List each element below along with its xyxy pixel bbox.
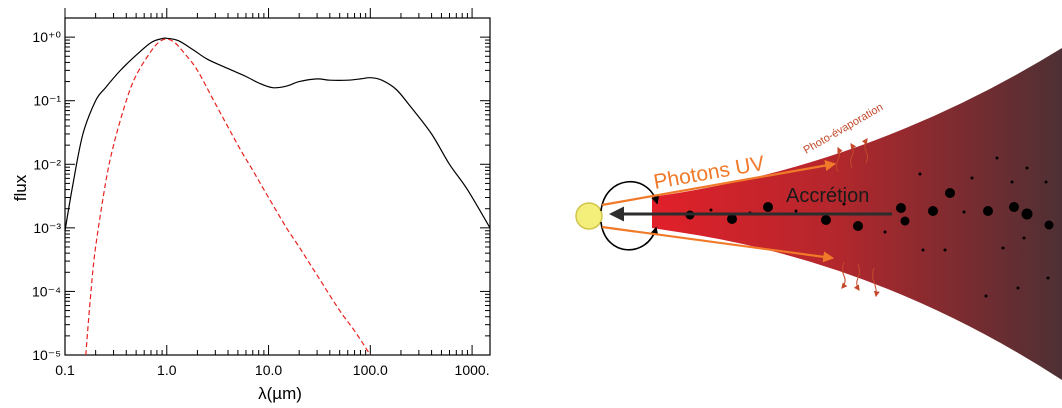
series-stellar-photosphere-line (85, 38, 371, 356)
dust-grain (1025, 166, 1029, 170)
central-star (575, 202, 603, 230)
x-tick-label: 100.0 (353, 362, 388, 378)
evaporation-arrow (861, 138, 868, 164)
dust-grain (709, 208, 713, 212)
plot-frame (64, 17, 491, 356)
dust-grain (921, 248, 925, 252)
dust-grain (1021, 208, 1033, 220)
dust-grain (918, 172, 922, 176)
evaporation-arrows (836, 138, 880, 298)
y-tick-label: 10⁻⁴ (32, 283, 61, 299)
dust-grain (1044, 180, 1048, 184)
field-loop-lower (600, 221, 659, 251)
y-tick-label: 10⁺⁰ (32, 29, 61, 45)
accretion-label: Accrétion (786, 185, 869, 207)
dust-grain (1022, 236, 1026, 240)
dust-grain (1009, 202, 1019, 212)
evaporation-arrow (853, 263, 860, 291)
y-tick-label: 10⁻⁵ (32, 347, 61, 363)
dust-grain (984, 294, 988, 298)
x-tick-label: 0.1 (55, 362, 75, 378)
x-tick-label: 1.0 (157, 362, 177, 378)
y-tick-label: 10⁻² (33, 156, 61, 172)
dust-grain (1010, 180, 1014, 184)
dust-grain (842, 202, 846, 206)
y-tick-label: 10⁻³ (33, 220, 61, 236)
evaporation-arrow (836, 146, 843, 173)
dust-grain (970, 176, 974, 180)
x-tick-labels: 0.1 1.0 10.0 100.0 1000. (55, 362, 489, 378)
dust-grain (1016, 286, 1020, 290)
y-tick-labels: 10⁺⁰ 10⁻¹ 10⁻² 10⁻³ 10⁻⁴ 10⁻⁵ (32, 29, 61, 363)
dust-grain (943, 248, 947, 252)
field-loop-upper (600, 180, 660, 212)
dust-grain (727, 214, 737, 224)
x-tick-label: 10.0 (255, 362, 282, 378)
photon-arrow-upper (601, 160, 837, 207)
dust-grain (896, 203, 906, 213)
sed-chart: 0.1 1.0 10.0 100.0 1000. 10⁺⁰ 10⁻¹ 10⁻² 10⁻³ 10⁻… (11, 8, 491, 403)
dust-grain (794, 209, 798, 213)
x-tick-label: 1000. (455, 362, 490, 378)
dust-grain (1046, 276, 1050, 280)
dust-grain (962, 210, 966, 214)
protoplanetary-disk-diagram: Photons UV Accrétion Photo-évaporation (575, 48, 1062, 380)
x-axis-label: λ(µm) (258, 384, 302, 403)
dust-grain (853, 221, 863, 231)
dust-grain (883, 230, 887, 234)
dust-grain (1001, 246, 1005, 250)
dust-grain (821, 215, 831, 225)
series-total-sed-line (64, 37, 491, 231)
dust-grain (945, 188, 955, 198)
x-axis-ticks (64, 8, 473, 355)
evaporation-arrow (850, 143, 857, 169)
y-tick-label: 10⁻¹ (33, 93, 61, 109)
photon-arrow-lower (601, 225, 835, 263)
y-axis-ticks (65, 17, 490, 356)
dust-grain (1044, 220, 1054, 230)
dust-grain (928, 206, 938, 216)
dust-grain (995, 156, 999, 160)
dust-grain (900, 216, 910, 226)
y-axis-label: flux (11, 174, 30, 201)
evaporation-arrow (841, 261, 848, 289)
dust-grain (983, 206, 993, 216)
evaporation-arrow (872, 267, 880, 298)
dust-grain (763, 202, 773, 212)
